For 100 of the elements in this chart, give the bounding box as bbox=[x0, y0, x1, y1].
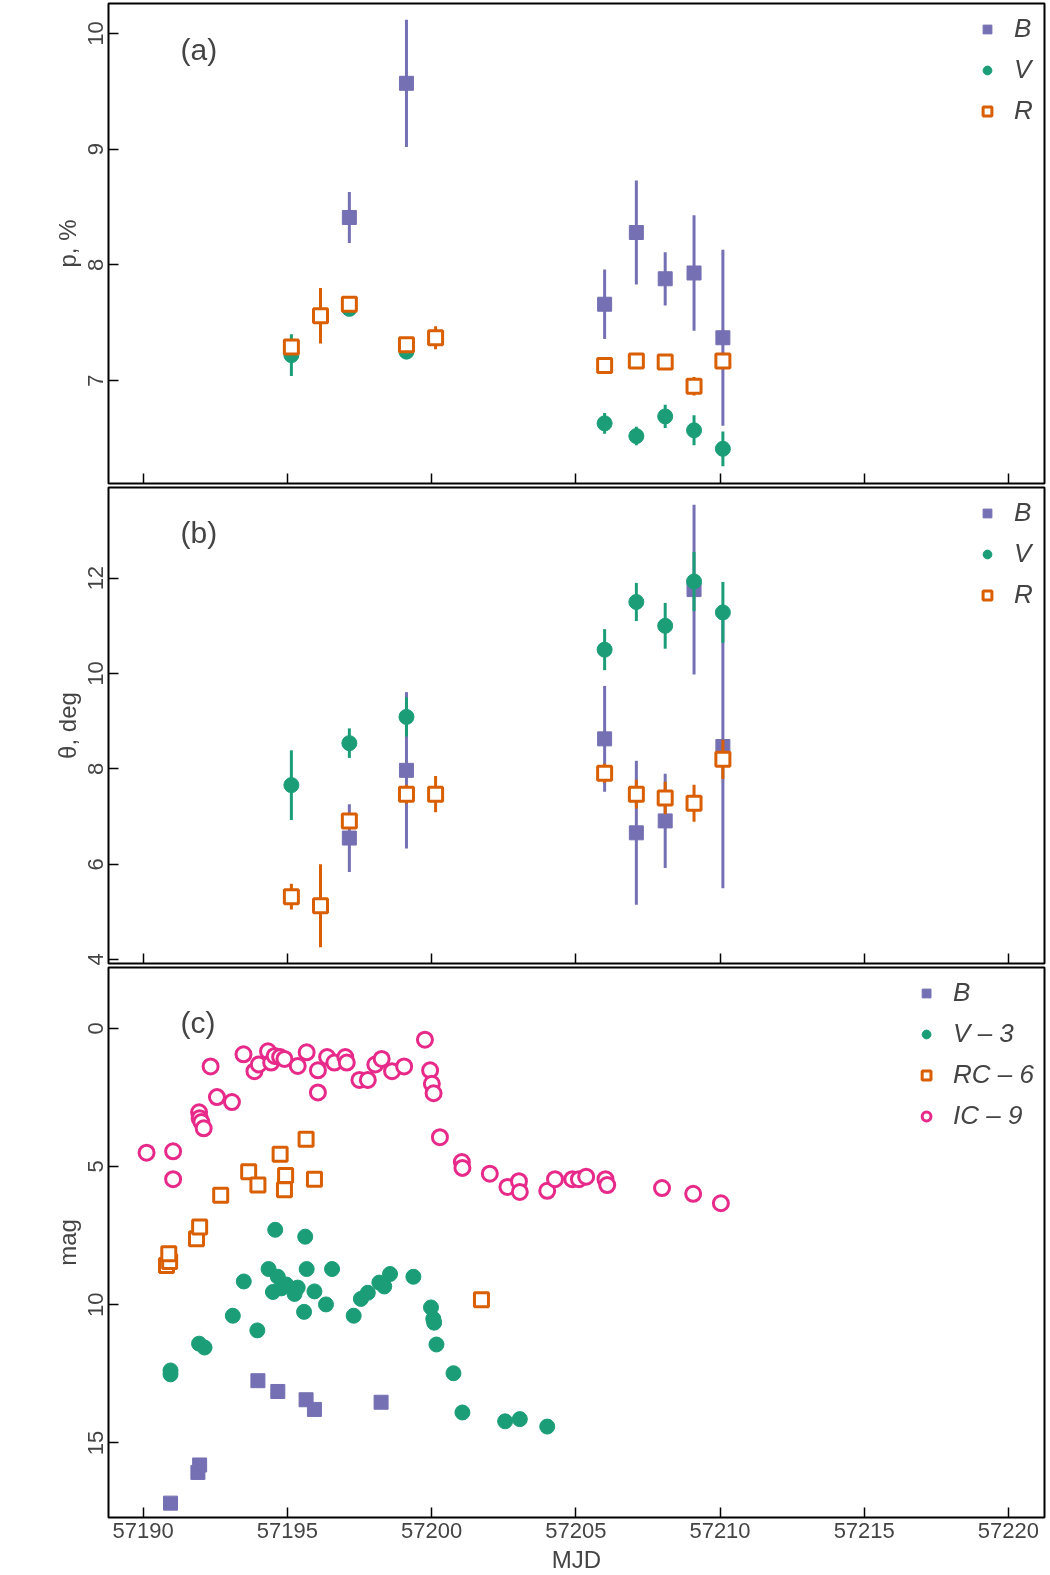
y-axis-title: θ, deg bbox=[53, 692, 81, 759]
point bbox=[714, 352, 732, 370]
annotation: (a) bbox=[180, 32, 218, 66]
y-tick-label: 4 bbox=[83, 953, 109, 966]
point bbox=[715, 330, 731, 346]
point bbox=[627, 352, 645, 370]
y-axis-title: mag bbox=[53, 1219, 81, 1266]
point bbox=[686, 573, 703, 590]
point bbox=[373, 1394, 389, 1410]
point bbox=[372, 1050, 391, 1068]
point bbox=[597, 296, 613, 312]
point bbox=[539, 1418, 556, 1435]
point bbox=[317, 1296, 334, 1313]
point bbox=[297, 1043, 316, 1062]
point bbox=[249, 1322, 266, 1339]
point bbox=[249, 1176, 267, 1194]
y-tick-label: 10 bbox=[83, 1292, 109, 1317]
point bbox=[628, 428, 645, 445]
point bbox=[160, 1245, 178, 1263]
point bbox=[192, 1457, 208, 1473]
point bbox=[577, 1167, 596, 1186]
point bbox=[275, 1181, 293, 1199]
point bbox=[240, 1163, 258, 1181]
y-tick-label: 6 bbox=[83, 858, 109, 871]
point bbox=[427, 329, 445, 347]
point bbox=[398, 75, 414, 91]
point bbox=[306, 1283, 323, 1300]
point bbox=[627, 785, 645, 803]
legend-label: R bbox=[1014, 95, 1034, 126]
legend-label: IC – 9 bbox=[953, 1100, 1023, 1131]
point bbox=[397, 785, 415, 803]
point bbox=[511, 1411, 528, 1428]
point bbox=[235, 1273, 252, 1290]
point bbox=[234, 1045, 253, 1064]
point bbox=[510, 1182, 529, 1201]
legend-label: B bbox=[953, 977, 972, 1008]
y-tick-label: 12 bbox=[83, 565, 109, 591]
point bbox=[282, 888, 300, 906]
point bbox=[194, 1119, 213, 1138]
point bbox=[270, 1383, 286, 1399]
point bbox=[686, 422, 703, 439]
point bbox=[340, 812, 358, 830]
point bbox=[598, 1176, 617, 1194]
point bbox=[297, 1228, 314, 1245]
y-tick-label: 9 bbox=[83, 143, 109, 156]
point bbox=[250, 1373, 266, 1389]
point bbox=[358, 1071, 377, 1089]
point bbox=[341, 830, 357, 846]
point bbox=[395, 1057, 414, 1076]
y-tick-label: 0 bbox=[83, 1022, 109, 1035]
legend-label: V bbox=[1014, 538, 1034, 569]
x-axis-title: MJD bbox=[551, 1545, 602, 1573]
y-tick-label: 8 bbox=[83, 762, 109, 776]
point bbox=[424, 1084, 443, 1103]
point bbox=[714, 750, 732, 768]
point bbox=[628, 225, 644, 241]
point bbox=[657, 408, 674, 425]
point bbox=[415, 1030, 434, 1049]
point bbox=[297, 1130, 315, 1148]
point bbox=[497, 1413, 514, 1430]
point bbox=[341, 735, 358, 752]
point bbox=[382, 1266, 399, 1282]
point bbox=[337, 1053, 356, 1072]
y-axis-title: p, % bbox=[53, 219, 81, 268]
y-tick-label: 7 bbox=[83, 374, 109, 387]
point bbox=[656, 353, 674, 371]
legend-label: B bbox=[1014, 13, 1033, 44]
point bbox=[298, 1261, 315, 1278]
point bbox=[296, 1303, 313, 1320]
point bbox=[359, 1284, 376, 1301]
x-tick-label: 57220 bbox=[977, 1517, 1040, 1543]
point bbox=[196, 1339, 213, 1356]
point bbox=[305, 1170, 323, 1188]
point bbox=[324, 1261, 341, 1278]
point bbox=[714, 440, 731, 457]
y-tick-label: 15 bbox=[83, 1430, 109, 1456]
point bbox=[398, 708, 415, 725]
annotation: (b) bbox=[180, 516, 218, 550]
point bbox=[201, 1057, 220, 1076]
point bbox=[656, 789, 674, 807]
point bbox=[472, 1291, 490, 1309]
point bbox=[271, 1145, 289, 1163]
annotation: (c) bbox=[180, 1006, 216, 1039]
point bbox=[308, 1083, 327, 1102]
point bbox=[445, 1365, 462, 1382]
point bbox=[164, 1142, 183, 1161]
legend-label: V – 3 bbox=[953, 1018, 1014, 1049]
point bbox=[657, 271, 673, 287]
x-tick-label: 57190 bbox=[112, 1517, 174, 1543]
point bbox=[275, 1050, 294, 1068]
point bbox=[405, 1268, 422, 1285]
y-tick-label: 10 bbox=[83, 661, 109, 686]
point bbox=[312, 307, 330, 325]
legend-label: B bbox=[1014, 497, 1033, 528]
point bbox=[430, 1128, 449, 1147]
point bbox=[398, 762, 414, 778]
point bbox=[137, 1143, 156, 1162]
point bbox=[163, 1495, 179, 1511]
x-tick-label: 57195 bbox=[256, 1517, 318, 1543]
point bbox=[653, 1179, 672, 1198]
